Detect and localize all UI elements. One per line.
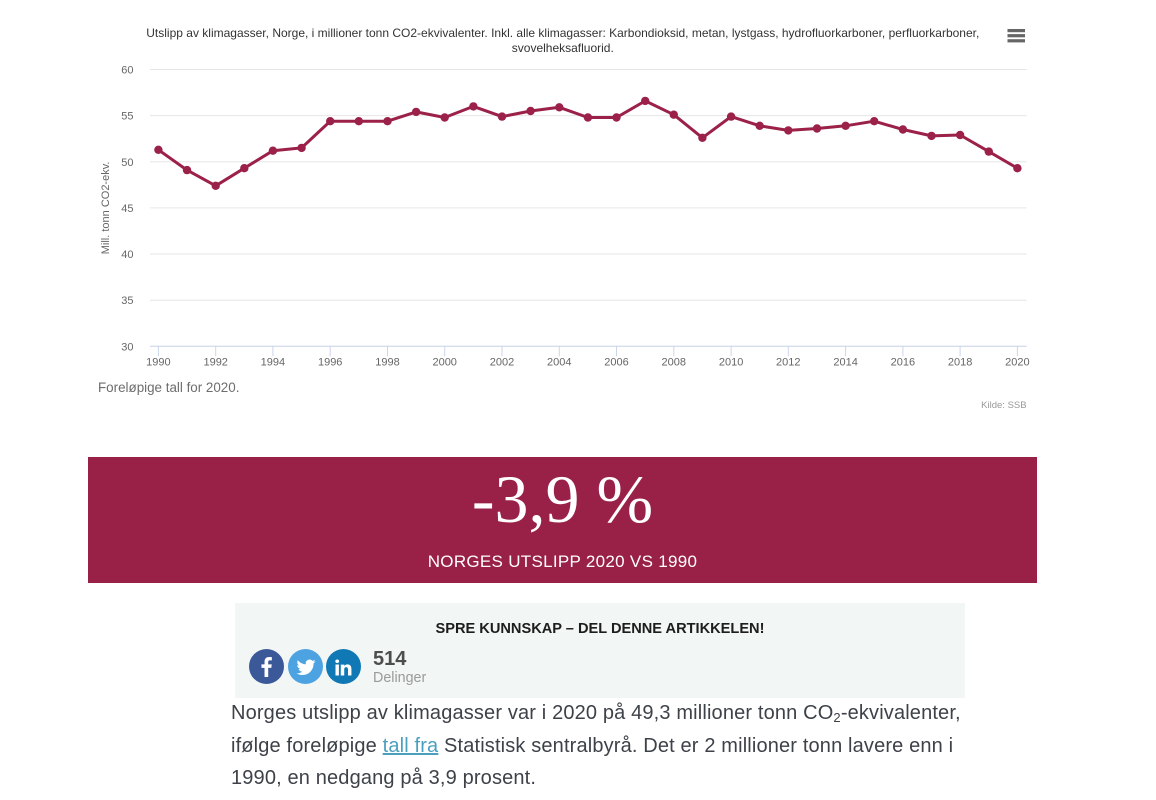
svg-text:50: 50 [121,157,133,169]
svg-text:1990: 1990 [146,357,170,369]
svg-text:1996: 1996 [318,357,342,369]
svg-text:Mill. tonn CO2-ekv.: Mill. tonn CO2-ekv. [100,162,112,255]
svg-text:Kilde: SSB: Kilde: SSB [981,400,1026,411]
svg-text:2016: 2016 [891,357,915,369]
svg-text:1994: 1994 [261,357,285,369]
svg-text:svovelheksafluorid.: svovelheksafluorid. [512,41,614,55]
svg-text:2012: 2012 [776,357,800,369]
svg-text:1992: 1992 [203,357,227,369]
svg-text:2004: 2004 [547,357,571,369]
svg-text:2000: 2000 [432,357,456,369]
svg-text:2008: 2008 [662,357,686,369]
svg-text:55: 55 [121,111,133,123]
svg-text:2020: 2020 [1005,357,1029,369]
svg-text:40: 40 [121,249,133,261]
svg-text:2006: 2006 [604,357,628,369]
svg-text:30: 30 [121,341,133,353]
svg-text:Utslipp av klimagasser, Norge,: Utslipp av klimagasser, Norge, i million… [146,26,979,40]
svg-text:45: 45 [121,203,133,215]
svg-text:35: 35 [121,295,133,307]
svg-text:2010: 2010 [719,357,743,369]
svg-text:2002: 2002 [490,357,514,369]
svg-text:1998: 1998 [375,357,399,369]
svg-text:Foreløpige tall for 2020.: Foreløpige tall for 2020. [98,380,239,395]
svg-text:60: 60 [121,65,133,77]
svg-text:2018: 2018 [948,357,972,369]
svg-text:2014: 2014 [833,357,857,369]
